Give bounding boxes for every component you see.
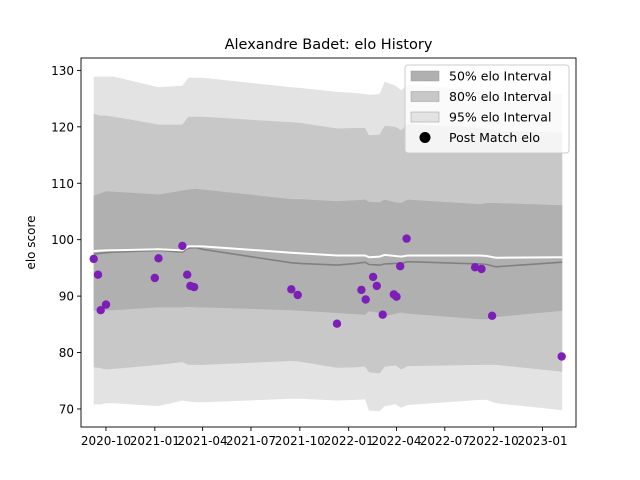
legend-swatch-band-50	[410, 70, 440, 82]
legend-label: 95% elo Interval	[449, 110, 551, 125]
post-match-elo-point	[392, 292, 401, 301]
post-match-elo-point	[154, 254, 163, 263]
y-tick-label: 100	[51, 233, 74, 247]
legend: 50% elo Interval 80% elo Interval 95% elo …	[404, 64, 570, 154]
post-match-elo-point	[477, 264, 486, 274]
post-match-elo-point	[183, 270, 192, 279]
x-tick-label: 2021-07	[226, 434, 276, 448]
legend-label: 80% elo Interval	[449, 89, 551, 104]
post-match-elo-point	[332, 319, 342, 328]
y-axis-label: elo score	[24, 215, 38, 269]
post-match-elo-point	[101, 300, 111, 309]
center-elo-line	[93, 245, 563, 259]
plot-area: 2020-102021-012021-042021-072021-102022-…	[51, 57, 577, 448]
y-tick-label: 120	[51, 120, 74, 134]
post-match-elo-point	[372, 281, 381, 291]
post-match-elo-point	[368, 272, 378, 282]
legend-swatch-band-80	[410, 91, 440, 102]
post-match-elo-point	[93, 270, 103, 279]
post-match-elo-point	[487, 311, 497, 320]
y-tick-label: 110	[51, 177, 74, 191]
post-match-elo-point	[557, 352, 566, 361]
post-match-elo-point	[361, 295, 370, 304]
plot-content	[89, 76, 566, 412]
x-tick-label: 2021-10	[275, 434, 325, 448]
mean-elo-line	[93, 246, 563, 268]
y-tick-label: 70	[59, 402, 74, 416]
legend-box	[404, 64, 570, 154]
legend-label: 50% elo Interval	[449, 69, 551, 84]
post-match-elo-point	[89, 254, 98, 264]
x-tick-label: 2021-01	[130, 434, 180, 448]
post-match-elo-point	[178, 241, 187, 251]
post-match-elo-point	[96, 306, 105, 315]
plot-frame	[80, 57, 577, 428]
legend-marker-post-match-elo	[419, 132, 431, 143]
y-tick-label: 90	[59, 290, 74, 304]
post-match-elo-point	[357, 285, 366, 295]
x-tick-label: 2022-01	[324, 434, 374, 448]
post-match-elo-point	[470, 263, 480, 272]
x-tick-label: 2023-01	[517, 434, 567, 448]
x-tick-label: 2022-04	[371, 434, 421, 448]
post-match-elo-point	[293, 290, 302, 300]
post-match-elo-point	[189, 282, 199, 292]
post-match-elo-point	[378, 310, 387, 319]
y-tick-label: 130	[51, 64, 74, 78]
y-tick-label: 80	[59, 346, 74, 360]
post-match-elo-point	[396, 262, 405, 271]
x-tick-label: 2021-04	[178, 434, 228, 448]
post-match-elo-point	[402, 234, 411, 243]
chart-title: Alexandre Badet: elo History	[225, 37, 433, 53]
legend-label: Post Match elo	[449, 130, 540, 145]
x-tick-label: 2022-07	[420, 434, 470, 448]
post-match-elo-point	[150, 273, 159, 283]
legend-swatch-band-95	[410, 111, 440, 123]
x-tick-label: 2022-10	[469, 434, 519, 448]
x-tick-label: 2020-10	[81, 434, 131, 448]
post-match-elo-point	[287, 285, 296, 294]
